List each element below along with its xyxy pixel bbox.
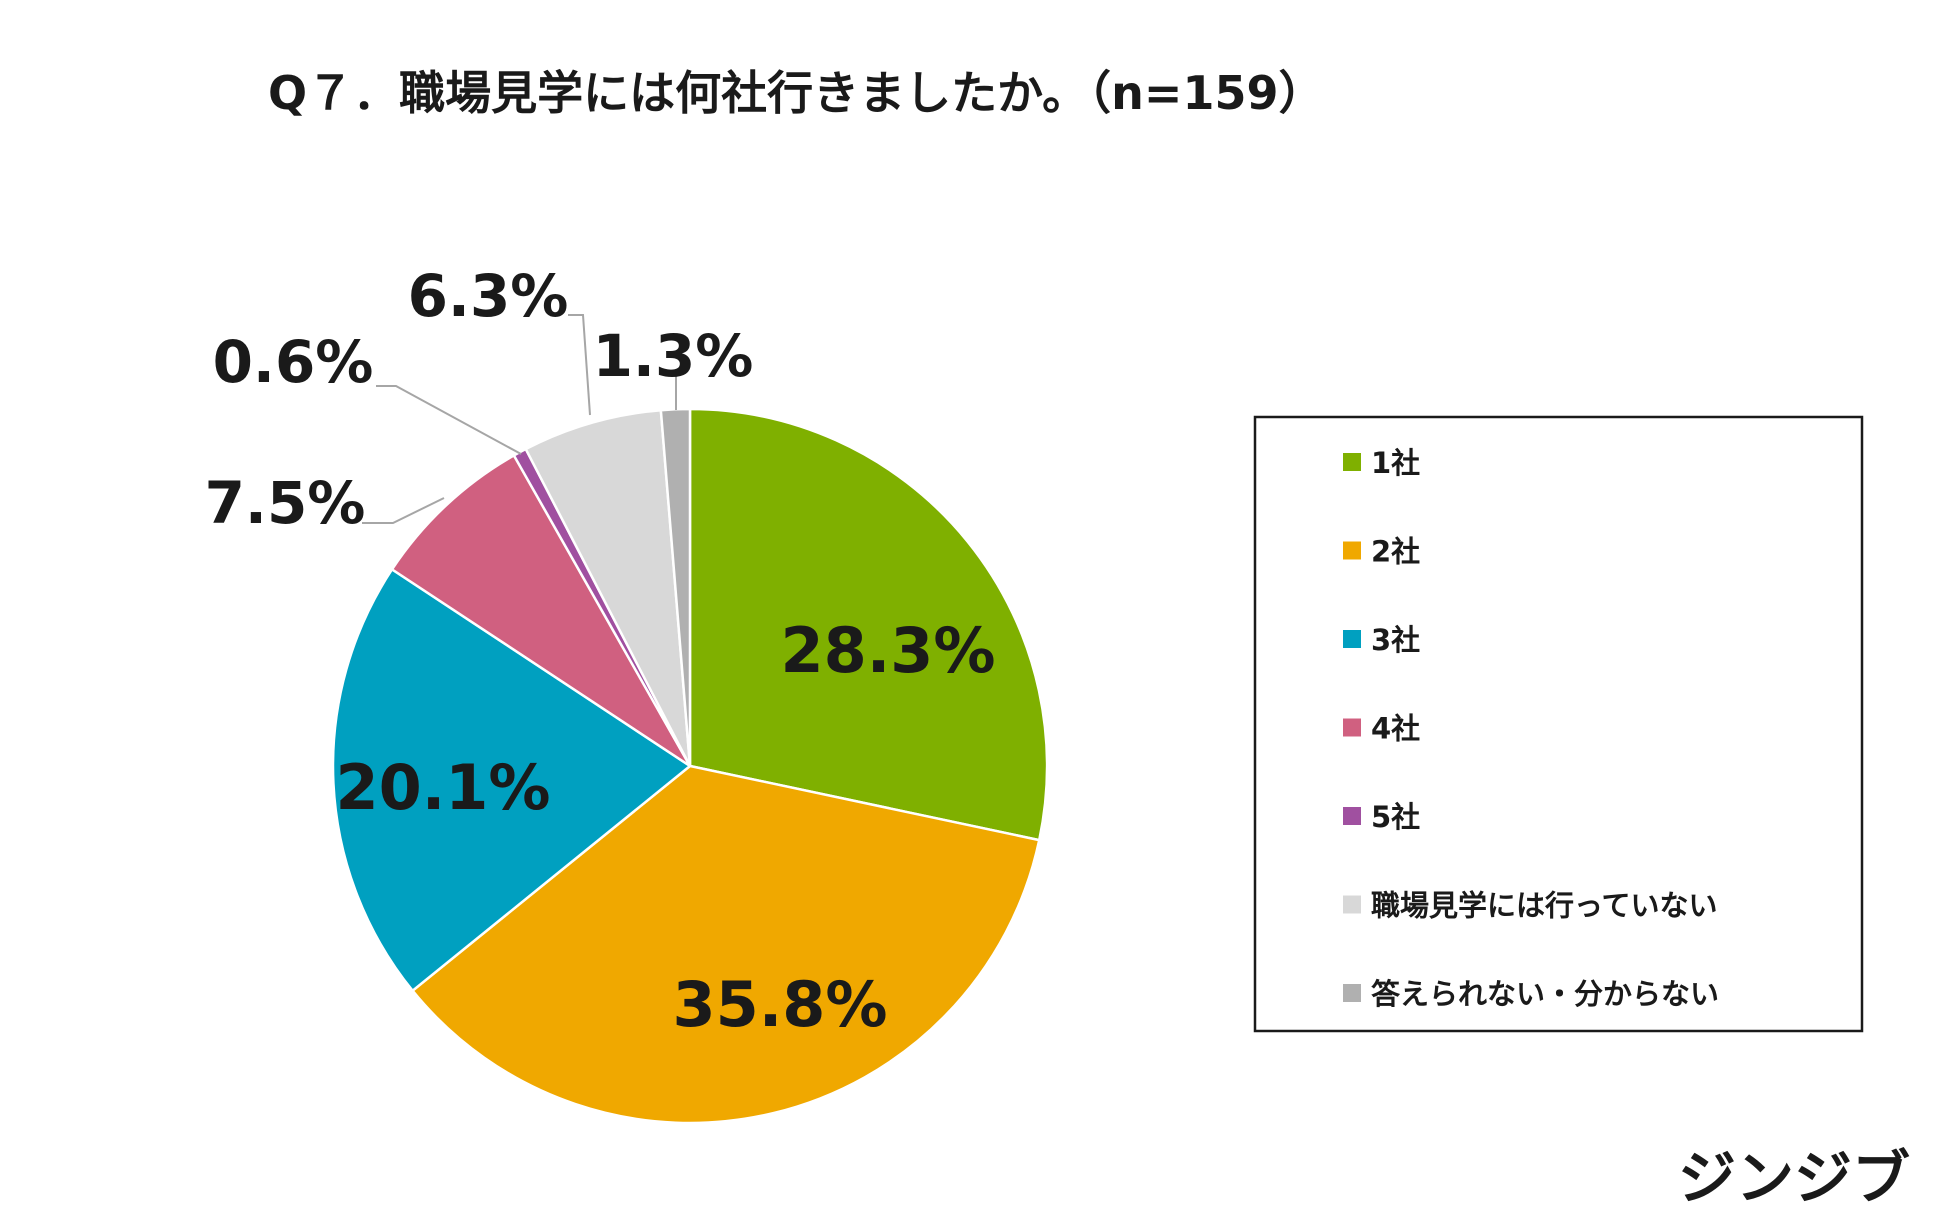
data-label-3: 20.1% [335,751,550,824]
brand-logo: ジンジブ [1678,1144,1910,1212]
legend-label-7: 答えられない・分からない [1371,977,1719,1011]
legend-swatch-2 [1343,541,1361,560]
data-label-2: 35.8% [672,968,887,1041]
leader-line-6 [568,314,591,416]
data-labels: 28.3% 35.8% 20.1% 7.5% 0.6% 6.3% 1.3% [205,262,996,1041]
pie-slices [331,407,1049,1125]
legend-label-1: 1社 [1371,446,1420,480]
legend-swatch-7 [1343,984,1361,1002]
leader-line-5 [376,385,522,455]
legend-swatch-5 [1343,807,1361,825]
leader-lines [362,314,677,524]
pie-slice-3 [331,567,693,993]
legend-swatch-3 [1343,630,1361,648]
legend-label-3: 3社 [1371,623,1420,657]
leader-line-4 [362,497,445,524]
data-label-6: 6.3% [408,262,569,330]
legend-label-5: 5社 [1371,800,1420,834]
pie-slice-6 [524,408,692,767]
data-label-1: 28.3% [780,614,995,687]
data-label-7: 1.3% [593,322,754,390]
data-label-5: 0.6% [213,328,374,396]
legend-swatch-1 [1343,453,1361,471]
legend-label-2: 2社 [1371,535,1420,569]
chart-title: Q７．職場見学には何社行きましたか。（n=159） [268,66,1325,120]
pie-slice-4 [390,453,692,768]
legend-label-4: 4社 [1371,712,1420,746]
data-label-4: 7.5% [205,469,366,537]
legend-label-6: 職場見学には行っていない [1371,889,1718,923]
legend-swatch-4 [1343,718,1361,737]
pie-slice-2 [410,764,1041,1125]
pie-slice-1 [688,407,1049,842]
legend-swatch-6 [1343,895,1361,914]
